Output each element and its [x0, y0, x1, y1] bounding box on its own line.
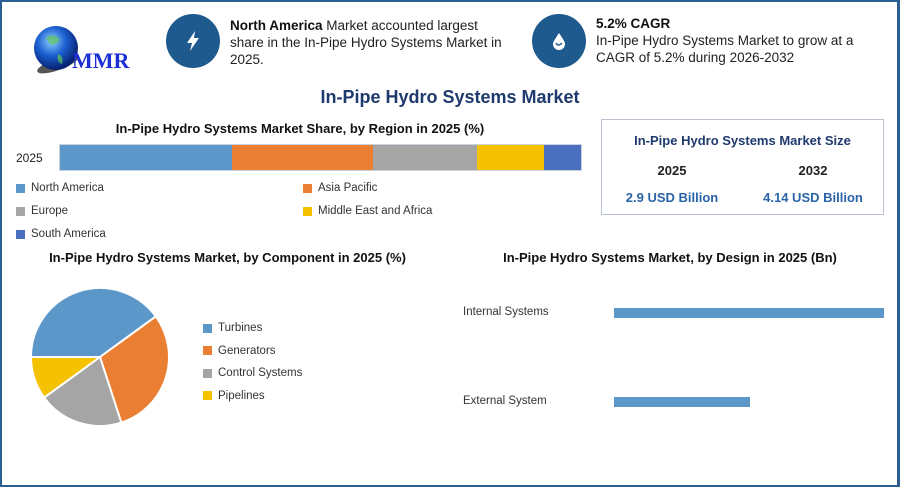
component-legend: Turbines Generators Control Systems Pipelin…: [203, 317, 302, 407]
legend-item-generators: Generators: [203, 340, 302, 363]
legend-label: South America: [31, 228, 106, 240]
legend-item-north-america: North America: [16, 182, 104, 194]
legend-swatch: [203, 391, 212, 401]
legend-label: Asia Pacific: [318, 182, 378, 194]
design-bar-internal-systems: [614, 308, 884, 318]
info2-badge: [532, 14, 586, 68]
logo: MMR: [18, 14, 138, 76]
globe-logo-icon: [34, 26, 79, 74]
pie-slice-control-systems: [42, 355, 123, 427]
year-2032: 2032: [798, 163, 828, 178]
lightning-icon: [187, 31, 199, 51]
info2-text: 5.2% CAGR In-Pipe Hydro Systems Market to…: [596, 16, 854, 65]
design-category-label: Internal Systems: [463, 306, 549, 318]
market-size-title: In-Pipe Hydro Systems Market Size: [634, 133, 851, 148]
region-stacked-bar: [59, 144, 582, 171]
year-2025: 2025: [657, 163, 687, 178]
legend-label: Europe: [31, 205, 69, 217]
component-pie-chart: [29, 287, 170, 427]
info1-text: North America Market accounted largest s…: [230, 18, 502, 67]
market-size-box: In-Pipe Hydro Systems Market Size 2025 2…: [601, 119, 884, 215]
legend-item-asia-pacific: Asia Pacific: [303, 182, 377, 194]
value-2025: 2.9 USD Billion: [625, 190, 719, 205]
legend-swatch: [16, 183, 25, 193]
design-bar-external-system: [614, 397, 750, 407]
legend-item-europe: Europe: [16, 205, 68, 217]
value-2032: 4.14 USD Billion: [763, 190, 863, 205]
region-legend: North America Asia Pacific Europe Middle Ea…: [16, 182, 576, 252]
legend-swatch: [203, 346, 212, 356]
legend-swatch: [203, 368, 212, 378]
legend-item-turbines: Turbines: [203, 317, 302, 340]
region-category-label: 2025: [16, 151, 43, 165]
design-category-label: External System: [463, 395, 547, 407]
legend-label: Turbines: [218, 322, 263, 335]
component-chart-title: In-Pipe Hydro Systems Market, by Compone…: [49, 250, 406, 265]
region-segment-north-america: [60, 145, 232, 170]
legend-label: Middle East and Africa: [318, 205, 433, 217]
pie-slice-turbines: [29, 287, 158, 358]
region-segment-middle-east-and-africa: [476, 145, 545, 170]
legend-item-pipelines: Pipelines: [203, 385, 302, 408]
pie-slice-generators: [98, 315, 170, 424]
legend-swatch: [303, 183, 312, 193]
info1-badge: [166, 14, 220, 68]
legend-swatch: [303, 206, 312, 216]
legend-label: North America: [31, 182, 104, 194]
design-chart-title: In-Pipe Hydro Systems Market, by Design …: [503, 250, 837, 265]
legend-swatch: [16, 229, 25, 239]
region-segment-south-america: [544, 145, 581, 170]
region-segment-asia-pacific: [231, 145, 373, 170]
design-bar-chart: Internal Systems External System: [450, 290, 890, 430]
legend-item-middle-east-and-africa: Middle East and Africa: [303, 205, 432, 217]
legend-label: Pipelines: [218, 389, 265, 402]
legend-label: Control Systems: [218, 367, 303, 380]
region-segment-europe: [372, 145, 477, 170]
legend-swatch: [16, 206, 25, 216]
legend-item-south-america: South America: [16, 228, 106, 240]
legend-label: Generators: [218, 344, 276, 357]
region-chart-title: In-Pipe Hydro Systems Market Share, by R…: [115, 121, 485, 136]
page-title: In-Pipe Hydro Systems Market: [320, 87, 580, 107]
water-drop-icon: [553, 33, 565, 50]
pie-slice-pipelines: [29, 356, 104, 399]
legend-swatch: [203, 323, 212, 333]
legend-item-control-systems: Control Systems: [203, 362, 302, 385]
